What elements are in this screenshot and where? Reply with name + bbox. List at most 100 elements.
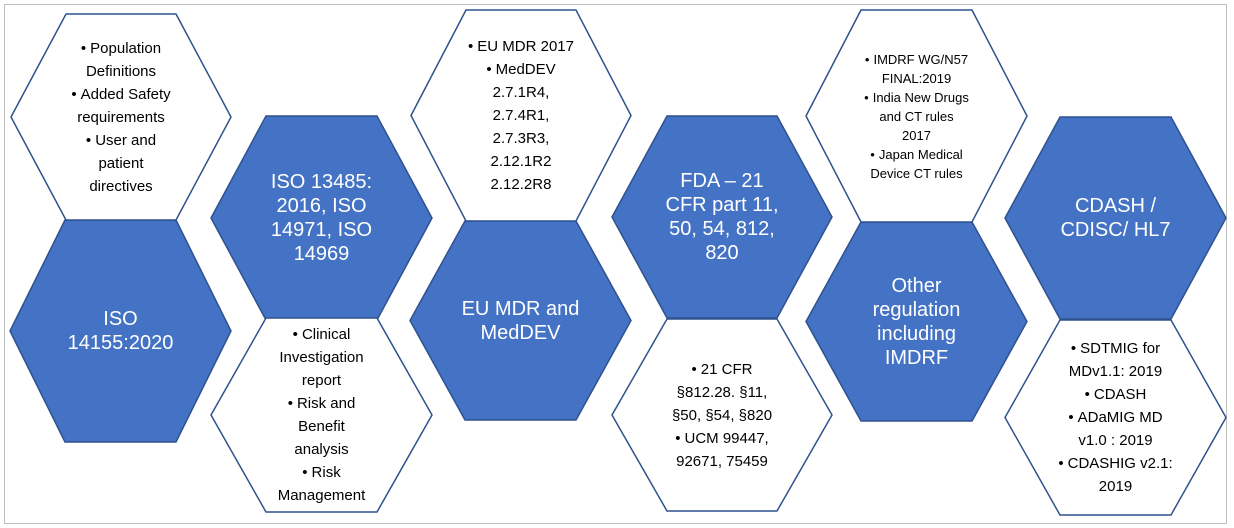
hexagon-label-line: MedDEV [480,321,561,344]
bullet-text: Population [90,39,162,57]
bullet-dot-icon: • [1084,386,1090,403]
bullet-text: MDv1.1: 2019 [1068,363,1163,380]
bullet-item: • IMDRF WG/N57 FINAL:2019 [865,50,968,88]
bullet-text: 2017 [902,127,931,143]
hexagon-text-iso-standards: ISO 13485: 2016, ISO 14971, ISO 14969 [251,118,392,318]
bullet-text: India New Drugs [872,89,969,105]
bullet-text: 2.12.2R8 [490,176,552,193]
hexagon-text-other-regulation: Other regulation including IMDRF [846,224,987,419]
bullet-dot-icon: • [287,395,293,412]
bullet-dot-icon: • [864,51,870,67]
bullet-text: 2.7.3R3, [492,130,550,147]
bullet-item: • Japan Medical Device CT rules [870,145,962,183]
bullet-item: • ADaMIG MD v1.0 : 2019 [1068,406,1162,452]
hexagon-eu-mdr [409,220,632,421]
bullet-text: 21 CFR [700,360,753,378]
bullet-text: 2.7.4R1, [492,107,550,124]
bullet-dot-icon: • [1068,409,1074,426]
bullet-item: • User and patient directives [86,129,156,198]
bullet-text: requirements [77,108,165,126]
hexagon-text-fda: FDA – 21 CFR part 11, 50, 54, 812, 820 [652,118,792,316]
bullet-text: Risk [311,464,341,481]
bullet-dot-icon: • [870,146,875,162]
bullet-item: • Clinical Investigation report [279,323,363,392]
bullet-dot-icon: • [1058,455,1064,472]
bullet-text: Risk and [296,395,356,412]
bullet-text: Device CT rules [870,165,963,181]
hexagon-text-eu-mdr: EU MDR and MedDEV [450,223,591,418]
bullet-dot-icon: • [675,429,681,447]
bullet-dot-icon: • [691,360,697,378]
hexagon-label-line: 2016, ISO [276,195,367,217]
hexagon-cdash [1004,116,1227,320]
hexagon-text-iso-standards-details: • Clinical Investigation report • Risk and Ben… [245,320,398,510]
bullet-dot-icon: • [80,39,87,57]
bullet-item: • CDASH [1085,383,1147,406]
hexagon-label-line: regulation [872,298,961,321]
bullet-text: CDASH [1093,386,1147,403]
hexagon-text-cdash: CDASH / CDISC/ HL7 [1045,119,1186,317]
bullet-text: EU MDR 2017 [477,38,574,55]
hexagon-label-line: 14155:2020 [67,332,174,354]
hexagon-other-regulation-details [805,9,1028,223]
bullet-text: CDASHIG v2.1: [1067,455,1173,472]
hexagon-label-line: ISO 13485: [270,171,373,193]
hexagon-label-line: EU MDR and [461,297,580,320]
bullet-text: 2019 [1098,478,1133,495]
hexagon-fda-details [611,318,833,512]
hexagon-label-line: 50, 54, 812, [669,218,775,240]
bullet-text: Japan Medical [878,146,963,162]
hexagon-iso14155 [9,219,232,443]
bullet-item: • CDASHIG v2.1: 2019 [1058,452,1172,498]
diagram-frame [4,4,1227,524]
bullet-text: FINAL:2019 [881,70,952,86]
hexagon-fda [611,115,833,319]
bullet-text: MedDEV [495,61,556,78]
bullet-text: v1.0 : 2019 [1078,432,1153,449]
bullet-text: IMDRF WG/N57 [873,51,969,67]
bullet-text: UCM 99447, [684,429,769,447]
bullet-item: • 21 CFR §812.28. §11, §50, §54, §820 [672,358,772,427]
bullet-dot-icon: • [85,131,92,149]
bullet-text: report [301,372,342,389]
bullet-text: Added Safety [80,85,171,103]
bullet-item: • UCM 99447, 92671, 75459 [675,427,768,473]
bullet-item: • MedDEV 2.7.1R4, 2.7.4R1, 2.7.3R3, 2.12.1R2 2… [486,58,555,196]
hexagon-label-line: CDASH / [1074,195,1157,217]
hexagon-text-other-regulation-details: • IMDRF WG/N57 FINAL:2019 • India New Drugs a… [840,12,993,220]
bullet-text: patient [98,154,144,172]
bullet-text: 2.12.1R2 [490,153,552,170]
bullet-item: • SDTMIG for MDv1.1: 2019 [1069,337,1162,383]
hexagon-label-line: CDISC/ HL7 [1060,219,1171,241]
bullet-text: §812.28. §11, [676,383,768,401]
hexagon-iso14155-details [10,13,232,221]
bullet-item: • Risk and Benefit analysis [288,392,356,461]
bullet-dot-icon: • [486,61,492,78]
hexagon-text-cdash-details: • SDTMIG for MDv1.1: 2019 • CDASH • ADaMIG MD v… [1039,322,1192,513]
bullet-dot-icon: • [864,89,869,105]
bullet-text: analysis [294,441,349,458]
hexagon-label-line: including [877,322,956,345]
bullet-item: • Risk Management [278,461,366,507]
hexagon-text-iso14155: ISO 14155:2020 [50,222,191,440]
bullet-item: • Added Safety requirements [71,83,170,129]
bullet-text: §50, §54, §820 [671,406,773,424]
bullet-dot-icon: • [292,326,298,343]
bullet-text: Definitions [85,62,157,80]
bullet-item: • India New Drugs and CT rules 2017 [864,88,969,145]
bullet-text: Clinical [301,326,351,343]
bullet-text: ADaMIG MD [1077,409,1163,426]
hexagon-iso-standards-details [210,317,433,513]
hexagon-label-line: FDA – 21 [680,170,764,192]
hexagon-label-line: 14971, ISO [270,219,373,241]
hexagon-text-fda-details: • 21 CFR §812.28. §11, §50, §54, §820 • UCM 9… [646,321,798,509]
bullet-item: • EU MDR 2017 [468,35,574,58]
bullet-dot-icon: • [71,85,77,103]
bullet-text: User and [95,131,157,149]
bullet-dot-icon: • [468,38,474,55]
bullet-dot-icon: • [302,464,308,481]
bullet-text: Benefit [298,418,345,435]
bullet-text: directives [89,177,153,195]
hexagon-label-line: 820 [705,242,739,264]
